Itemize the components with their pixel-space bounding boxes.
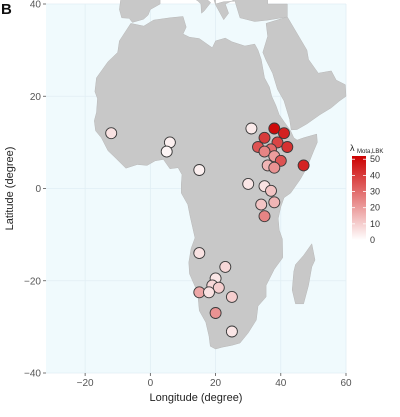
color-legend: λ Mota,LBK 50 40 30 20 10 0: [350, 143, 383, 245]
data-points: [105, 122, 310, 338]
sample-point-13: [258, 145, 271, 158]
sample-point-3: [160, 145, 173, 158]
sample-point-5: [245, 122, 258, 135]
sample-point-34: [225, 325, 238, 338]
sample-point-17: [268, 161, 281, 174]
europe-outline: [195, 0, 288, 22]
sample-point-23: [255, 198, 268, 211]
sample-point-21: [265, 184, 277, 197]
sample-point-7: [278, 127, 290, 140]
sample-point-12: [281, 141, 294, 153]
y-tick-label: 40: [30, 0, 42, 11]
sample-point-32: [225, 290, 238, 303]
legend-title-sub: Mota,LBK: [357, 149, 383, 155]
legend-tick-label: 30: [370, 187, 380, 197]
legend-tick-label: 40: [370, 170, 380, 180]
legend-tick-label: 0: [370, 235, 375, 245]
africa-landmass: [94, 0, 347, 350]
sample-point-25: [193, 247, 206, 260]
legend-color-bar: [352, 156, 366, 240]
x-tick-label: 60: [340, 378, 352, 389]
legend-tick-label: 20: [370, 203, 380, 213]
legend-tick-label: 50: [370, 154, 380, 164]
sample-point-1: [105, 127, 118, 140]
sample-point-19: [242, 177, 255, 190]
x-tick-label: 20: [210, 378, 222, 389]
legend-tick-label: 10: [370, 219, 380, 229]
sample-point-31: [203, 286, 215, 299]
sample-point-22: [268, 196, 281, 209]
legend-title: λ Mota,LBK: [350, 143, 383, 155]
sample-point-33: [209, 307, 222, 319]
legend-title-main: λ: [350, 143, 355, 153]
iberia-outline: [119, 0, 161, 23]
panel-letter: B: [1, 1, 12, 18]
y-tick-label: 0: [35, 184, 41, 195]
y-axis-title: Latitude (degree): [4, 147, 16, 231]
sample-point-18: [297, 159, 310, 172]
madagascar-outline: [291, 243, 316, 305]
sample-point-6: [268, 122, 281, 135]
y-tick-label: −20: [24, 276, 41, 287]
x-axis-title: Longitude (degree): [150, 392, 243, 404]
africa-outline: [94, 16, 318, 350]
x-tick-label: −20: [77, 378, 94, 389]
x-tick-label: 40: [275, 378, 287, 389]
sample-point-8: [258, 131, 271, 144]
axis-ticks: −20 0 20 40 60 −40 −20 0 20 40: [24, 0, 352, 389]
y-tick-label: 20: [30, 92, 42, 103]
sample-point-4: [193, 164, 206, 176]
sample-point-26: [219, 260, 232, 273]
y-tick-label: −40: [24, 369, 41, 380]
sample-point-24: [258, 210, 271, 223]
sample-point-29: [212, 281, 225, 294]
arabian-peninsula-outline: [262, 16, 347, 131]
x-tick-label: 0: [148, 378, 154, 389]
